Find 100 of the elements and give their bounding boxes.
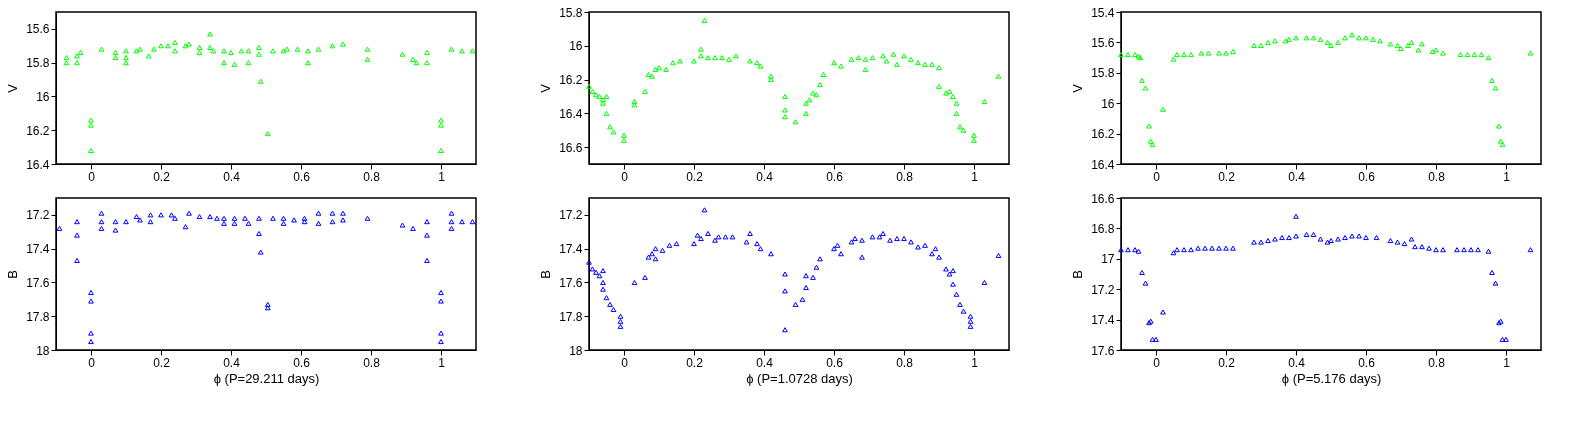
y-tick-label: 16.8 [1091, 221, 1115, 236]
point [1160, 106, 1166, 112]
y-tick-label: 16 [569, 39, 583, 54]
x-tick-label: 0.4 [1288, 169, 1306, 184]
y-tick-label: 15.8 [1091, 66, 1115, 81]
x-tick-label: 0 [621, 169, 629, 184]
y-tick-label: 16.2 [1091, 127, 1115, 142]
x-tick-label: 0.2 [686, 355, 704, 370]
point [1429, 48, 1436, 55]
point [1272, 38, 1278, 44]
point [1310, 35, 1317, 41]
point [1394, 42, 1401, 48]
point [1363, 35, 1369, 41]
y-axis-title: V [5, 83, 21, 93]
x-tick-label: 0.8 [896, 355, 914, 370]
y-tick-label: 17.6 [1091, 343, 1115, 358]
point [1223, 50, 1229, 56]
x-tick-label: 0.6 [1358, 355, 1376, 370]
x-tick-label: 0 [88, 169, 96, 184]
y-tick-label: 18 [36, 343, 50, 358]
y-tick-label: 17 [1101, 252, 1115, 267]
x-tick-label: 1 [438, 169, 446, 184]
point [1492, 85, 1499, 91]
y-axis-title: V [1070, 83, 1086, 93]
point [1258, 42, 1264, 48]
x-axis-title: ϕ (P=5.176 days) [1281, 370, 1382, 386]
y-tick-label: 17.4 [26, 242, 50, 257]
point [1405, 42, 1411, 48]
x-tick-label: 1 [1503, 355, 1511, 370]
x-tick-label: 0.6 [826, 355, 844, 370]
point [1198, 50, 1205, 56]
point [1349, 32, 1355, 38]
point [1471, 52, 1478, 58]
point [1377, 38, 1383, 44]
point [1370, 36, 1376, 42]
x-tick-label: 1 [1503, 169, 1511, 184]
point [1415, 47, 1422, 53]
point [1293, 35, 1299, 41]
point [1440, 50, 1446, 56]
point [1265, 39, 1271, 45]
x-tick-label: 0.8 [1428, 169, 1446, 184]
x-tick-label: 0.6 [293, 169, 311, 184]
point [1317, 36, 1324, 42]
point [1147, 138, 1154, 144]
x-tick-label: 0 [621, 355, 629, 370]
y-tick-label: 16 [1101, 96, 1115, 111]
point [1216, 50, 1222, 56]
x-tick-label: 0.8 [896, 169, 914, 184]
y-tick-label: 18 [569, 343, 583, 358]
point [1328, 42, 1334, 48]
y-tick-label: 17.2 [26, 208, 50, 223]
y-tick-label: 17.6 [559, 275, 583, 290]
point [1251, 42, 1257, 48]
point [1464, 52, 1471, 58]
y-tick-label: 17.2 [559, 208, 583, 223]
point [1478, 52, 1485, 58]
point [1457, 52, 1464, 58]
y-tick-label: 16.4 [26, 157, 50, 172]
point [1118, 52, 1124, 58]
point [1125, 52, 1131, 58]
y-tick-label: 15.8 [559, 5, 583, 20]
point [1170, 56, 1177, 62]
point [1181, 52, 1187, 58]
y-tick-label: 17.8 [559, 309, 583, 324]
x-tick-label: 0 [1153, 355, 1161, 370]
point [1398, 45, 1404, 52]
x-tick-label: 0.6 [1358, 169, 1376, 184]
point [1496, 123, 1502, 129]
point [1485, 55, 1492, 61]
point [1139, 77, 1145, 83]
point [1433, 47, 1439, 53]
point [1335, 39, 1341, 45]
y-tick-label: 16.6 [559, 140, 583, 155]
x-tick-label: 0.4 [756, 355, 774, 370]
y-tick-label: 17.4 [1091, 313, 1115, 328]
point [1174, 52, 1180, 58]
x-tick-label: 0 [88, 355, 96, 370]
point [1342, 35, 1348, 41]
y-tick-label: 17.6 [26, 275, 50, 290]
y-tick-label: 15.6 [26, 22, 50, 37]
y-tick-label: 15.6 [1091, 35, 1115, 50]
y-tick-label: 17.4 [559, 242, 583, 257]
x-tick-label: 1 [971, 355, 979, 370]
x-tick-label: 0.2 [686, 169, 704, 184]
x-axis-title: ϕ (P=29.211 days) [213, 370, 320, 386]
point [1132, 52, 1138, 58]
x-axis-title: ϕ (P=1.0728 days) [746, 370, 853, 386]
point [1146, 123, 1152, 129]
y-tick-label: 17.2 [1091, 282, 1115, 297]
x-tick-label: 0.4 [756, 169, 774, 184]
point [1497, 138, 1504, 144]
y-tick-label: 16.2 [26, 123, 50, 138]
y-tick-label: 16 [36, 89, 50, 104]
point [1149, 141, 1156, 147]
x-tick-label: 0.4 [1288, 355, 1306, 370]
y-tick-label: 16.4 [559, 106, 583, 121]
y-tick-label: 16.6 [1091, 191, 1115, 206]
x-tick-label: 0.6 [293, 355, 311, 370]
point [1142, 85, 1149, 91]
y-axis-title: B [538, 270, 554, 279]
